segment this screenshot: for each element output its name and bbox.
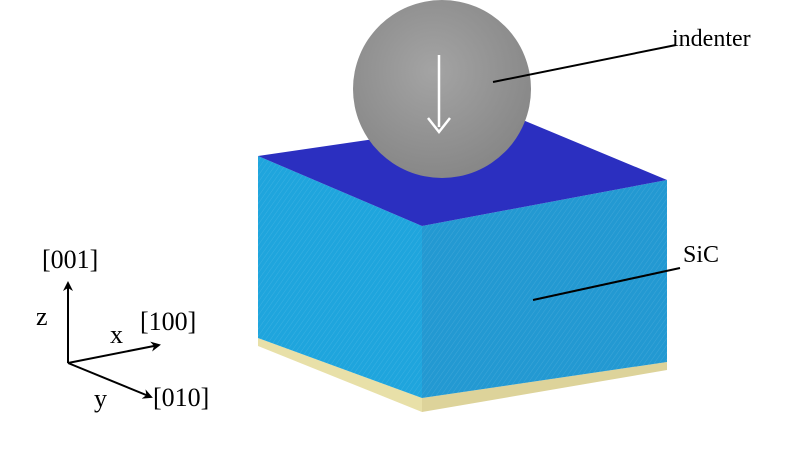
y-axis-letter: y bbox=[94, 384, 107, 413]
x-axis-arrow bbox=[67, 341, 161, 364]
block-side-face-texture bbox=[422, 180, 667, 398]
coordinate-axes: [001] z [100] x [010] y bbox=[36, 245, 209, 413]
z-direction-label: [001] bbox=[42, 245, 98, 274]
indenter-leader-line bbox=[492, 44, 677, 83]
indenter-label: indenter bbox=[672, 26, 751, 52]
indenter-arrow-head bbox=[427, 117, 451, 135]
y-axis-arrow bbox=[67, 362, 153, 399]
y-direction-label: [010] bbox=[153, 383, 209, 412]
indenter-sphere bbox=[353, 0, 531, 178]
substrate-layer-front bbox=[258, 338, 422, 412]
substrate-layer-side bbox=[422, 362, 667, 412]
sic-block bbox=[258, 118, 667, 412]
x-axis-letter: x bbox=[110, 320, 123, 349]
sic-leader-line bbox=[532, 267, 681, 301]
block-front-face-texture bbox=[258, 156, 422, 398]
indenter bbox=[353, 0, 531, 178]
sic-label: SiC bbox=[683, 242, 719, 268]
x-direction-label: [100] bbox=[140, 307, 196, 336]
z-axis-letter: z bbox=[36, 302, 48, 331]
